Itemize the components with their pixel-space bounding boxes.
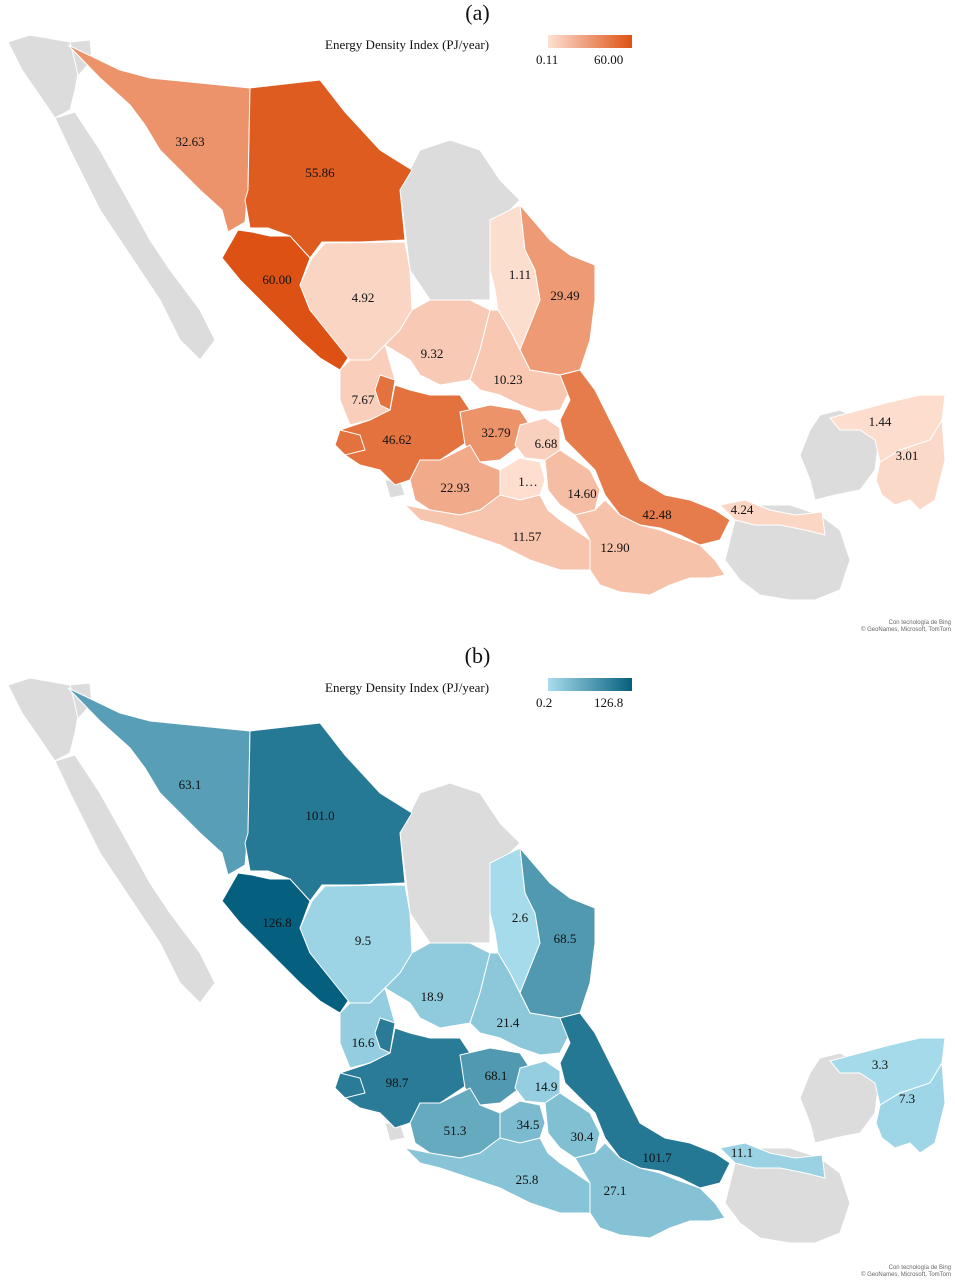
no-data-region bbox=[7, 677, 81, 762]
state-value-label-jalisco: 98.7 bbox=[386, 1075, 409, 1090]
state-value-label-sonora: 63.1 bbox=[179, 777, 202, 792]
legend-title: Energy Density Index (PJ/year) bbox=[325, 680, 490, 695]
state-value-label-yucatan: 1.44 bbox=[869, 414, 892, 429]
state-value-label-sinaloa: 126.8 bbox=[262, 915, 291, 930]
state-value-label-guanajuato: 32.79 bbox=[481, 425, 510, 440]
state-value-label-chihuahua: 101.0 bbox=[305, 808, 334, 823]
no-data-region bbox=[7, 34, 81, 119]
state-region-jalisco-part bbox=[374, 1017, 396, 1054]
state-value-label-michoacan: 51.3 bbox=[444, 1123, 467, 1138]
state-value-label-puebla: 14.60 bbox=[567, 486, 596, 501]
state-value-label-quintana-roo: 3.01 bbox=[896, 448, 919, 463]
state-region-sonora bbox=[67, 44, 251, 233]
state-region-san-luis-potosi bbox=[469, 309, 571, 413]
state-value-label-hidalgo: 6.68 bbox=[535, 436, 558, 451]
state-value-label-chihuahua: 55.86 bbox=[305, 165, 335, 180]
state-value-label-sonora: 32.63 bbox=[175, 134, 204, 149]
panel-b: (b) Energy Density Index (PJ/year) 0.2 1… bbox=[0, 643, 955, 1286]
state-value-label-oaxaca: 27.1 bbox=[604, 1183, 627, 1198]
state-region-oaxaca bbox=[574, 1142, 726, 1239]
state-value-label-guerrero: 25.8 bbox=[516, 1172, 539, 1187]
state-region-guerrero bbox=[403, 1137, 591, 1214]
state-value-label-michoacan: 22.93 bbox=[440, 480, 469, 495]
state-region-guerrero bbox=[403, 494, 591, 571]
panel-a: (a) Energy Density Index (PJ/year) 0.11 … bbox=[7, 0, 951, 633]
state-region-jalisco-part bbox=[334, 429, 366, 456]
state-value-label-nayarit: 7.67 bbox=[352, 392, 375, 407]
state-value-label-zacatecas: 18.9 bbox=[421, 989, 444, 1004]
state-value-label-tamaulipas: 68.5 bbox=[554, 931, 577, 946]
state-value-label-mexico: 34.5 bbox=[517, 1117, 540, 1132]
no-data-region bbox=[54, 111, 216, 361]
state-region-puebla bbox=[544, 449, 601, 516]
legend-min-label: 0.11 bbox=[536, 52, 559, 67]
legend-min-label: 0.2 bbox=[536, 695, 553, 710]
state-value-label-nuevo-leon: 2.6 bbox=[512, 910, 529, 925]
legend-gradient-bar bbox=[548, 35, 632, 48]
state-value-label-zacatecas: 9.32 bbox=[421, 346, 444, 361]
state-value-label-san-luis-potosi: 10.23 bbox=[493, 372, 522, 387]
state-value-label-hidalgo: 14.9 bbox=[535, 1079, 558, 1094]
choropleth-map: 32.63 55.86 60.00 4.92 1.11 29.49 9.32 10.23 7.6… bbox=[7, 34, 946, 601]
state-region-tabasco bbox=[718, 499, 826, 536]
panel-label: (a) bbox=[465, 0, 490, 25]
state-value-label-san-luis-potosi: 21.4 bbox=[497, 1015, 520, 1030]
state-value-label-durango: 4.92 bbox=[352, 290, 375, 305]
state-value-label-guerrero: 11.57 bbox=[513, 529, 542, 544]
state-value-label-sinaloa: 60.00 bbox=[262, 272, 291, 287]
state-region-quintana-roo bbox=[875, 1061, 946, 1154]
legend-max-label: 60.00 bbox=[594, 52, 624, 67]
legend-max-label: 126.8 bbox=[594, 695, 624, 710]
legend-title: Energy Density Index (PJ/year) bbox=[325, 37, 490, 52]
panel-label: (b) bbox=[464, 643, 491, 668]
state-region-oaxaca bbox=[574, 499, 726, 596]
state-region-jalisco-part bbox=[374, 374, 396, 411]
no-data-region bbox=[54, 754, 216, 1004]
state-value-label-puebla: 30.4 bbox=[571, 1129, 594, 1144]
state-value-label-tabasco: 11.1 bbox=[731, 1145, 753, 1160]
state-value-label-veracruz: 101.7 bbox=[642, 1150, 672, 1165]
state-value-label-jalisco: 46.62 bbox=[382, 432, 411, 447]
state-value-label-yucatan: 3.3 bbox=[872, 1057, 888, 1072]
choropleth-map: 63.1 101.0 126.8 9.5 2.6 68.5 18.9 21.4 16.6 98.7… bbox=[7, 677, 946, 1244]
state-value-label-tabasco: 4.24 bbox=[731, 502, 754, 517]
state-region-jalisco-part bbox=[334, 1072, 366, 1099]
state-region-chihuahua bbox=[244, 722, 413, 902]
map-attribution: Con tecnología de Bing © GeoNames, Micro… bbox=[861, 1265, 951, 1278]
state-value-label-guanajuato: 68.1 bbox=[485, 1068, 508, 1083]
state-region-quintana-roo bbox=[875, 418, 946, 511]
state-value-label-veracruz: 42.48 bbox=[642, 507, 671, 522]
map-attribution: Con tecnología de Bing © GeoNames, Micro… bbox=[861, 620, 951, 633]
state-value-label-quintana-roo: 7.3 bbox=[899, 1091, 915, 1106]
legend-gradient-bar bbox=[548, 678, 632, 691]
state-value-label-nuevo-leon: 1.11 bbox=[509, 267, 531, 282]
state-value-label-tamaulipas: 29.49 bbox=[550, 288, 579, 303]
state-value-label-nayarit: 16.6 bbox=[352, 1035, 375, 1050]
state-region-tabasco bbox=[718, 1142, 826, 1179]
state-region-sonora bbox=[67, 687, 251, 876]
state-region-chihuahua bbox=[244, 79, 413, 259]
state-region-puebla bbox=[544, 1092, 601, 1159]
state-value-label-mexico: 1… bbox=[518, 474, 538, 489]
state-value-label-oaxaca: 12.90 bbox=[600, 540, 629, 555]
state-region-san-luis-potosi bbox=[469, 952, 571, 1056]
state-value-label-durango: 9.5 bbox=[355, 933, 371, 948]
